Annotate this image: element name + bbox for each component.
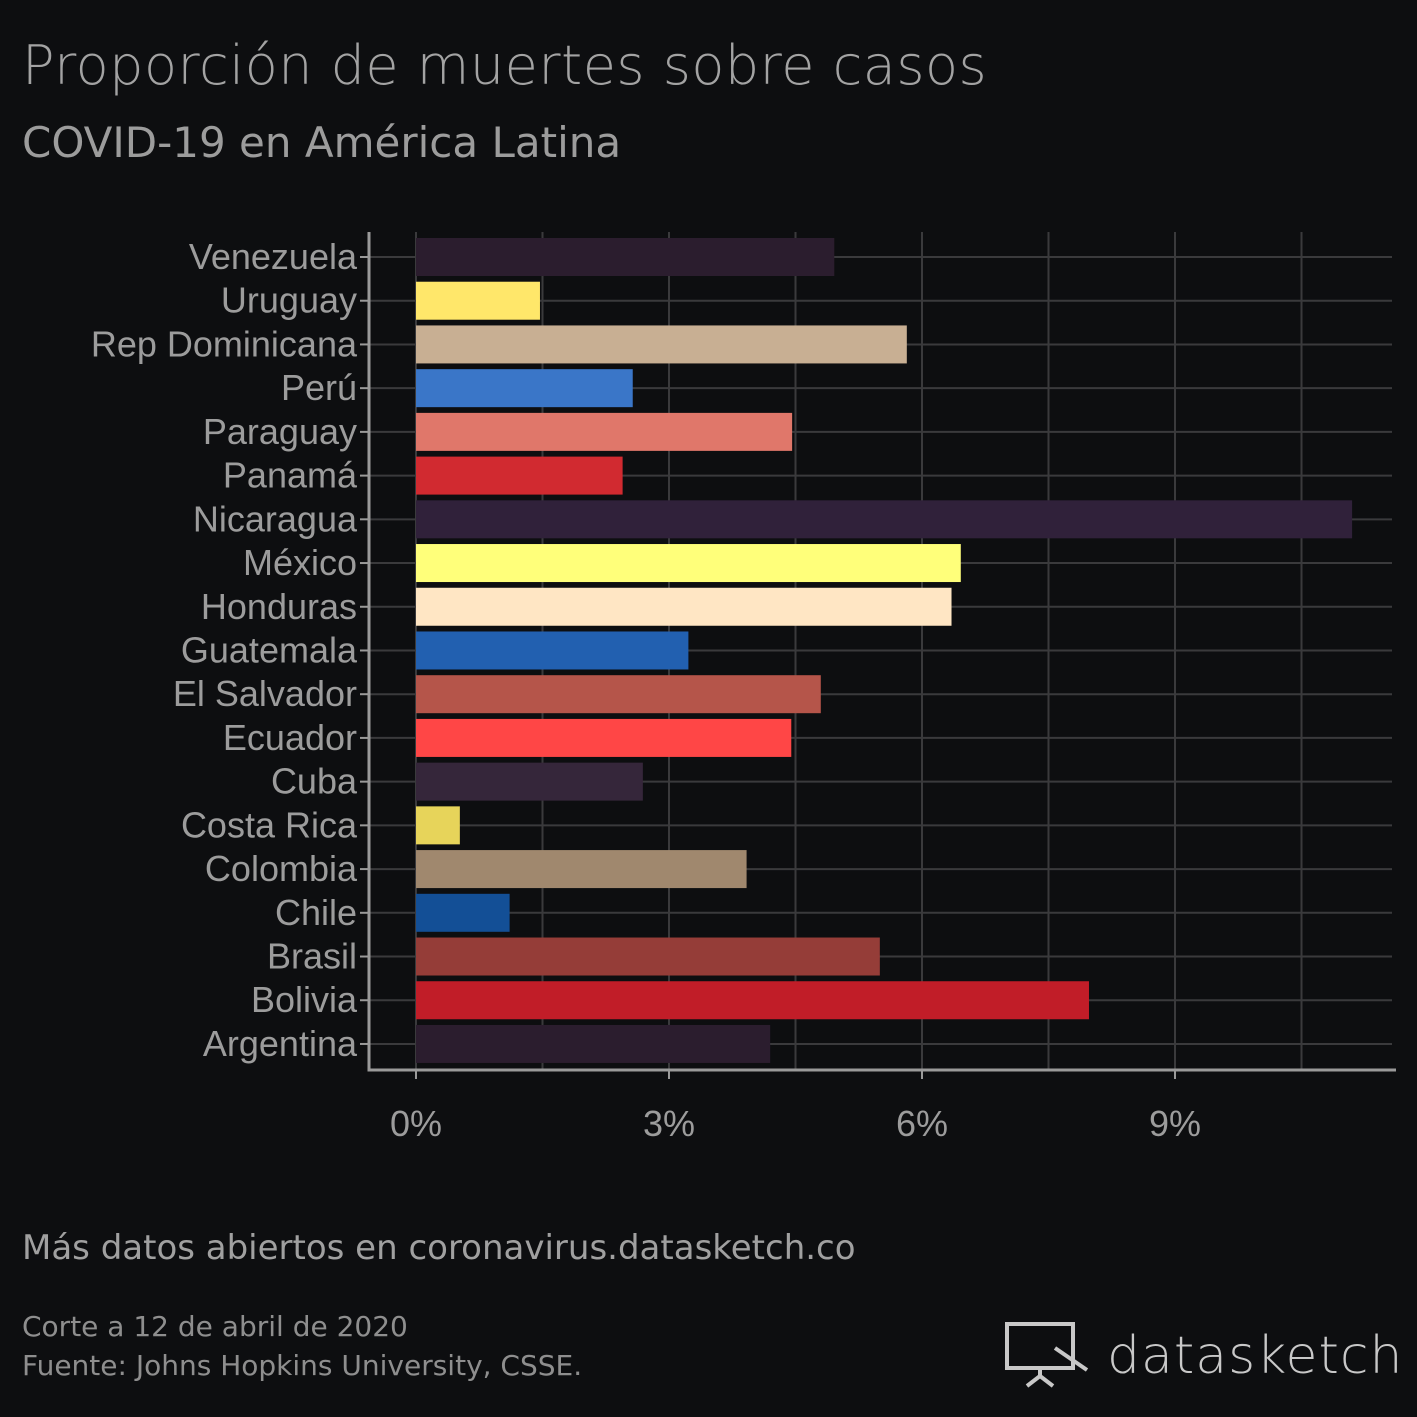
datasketch-logo: datasketch (1003, 1318, 1403, 1394)
y-tick-label: Colombia (205, 848, 358, 889)
bar-méxico (416, 544, 961, 583)
grid-lines (369, 232, 1392, 1070)
y-tick-label: Honduras (201, 586, 357, 627)
chart-title: Proporción de muertes sobre casos (22, 34, 988, 97)
chart-subtitle: COVID-19 en América Latina (22, 118, 622, 167)
x-tick-label: 9% (1149, 1103, 1201, 1144)
bar-bolivia (416, 981, 1089, 1020)
bar-costa-rica (416, 806, 460, 845)
y-tick-label: Uruguay (221, 280, 357, 321)
y-tick-label: Rep Dominicana (91, 323, 358, 364)
bar-nicaragua (416, 500, 1353, 539)
y-tick-label: Guatemala (181, 629, 358, 670)
bar-perú (416, 369, 633, 408)
bar-el-salvador (416, 675, 821, 714)
x-tick-label: 3% (643, 1103, 695, 1144)
bar-argentina (416, 1024, 771, 1063)
bar-uruguay (416, 281, 540, 320)
bar-cuba (416, 762, 643, 801)
y-tick-label: Paraguay (203, 411, 357, 452)
brand-name: datasketch (1107, 1326, 1404, 1386)
axes (360, 232, 1396, 1079)
y-tick-label: Chile (275, 892, 357, 933)
y-tick-label: Perú (281, 367, 357, 408)
source-note: Fuente: Johns Hopkins University, CSSE. (22, 1349, 583, 1382)
y-tick-label: Bolivia (251, 979, 358, 1020)
bar-guatemala (416, 631, 689, 670)
bar-paraguay (416, 412, 793, 451)
bar-panamá (416, 456, 623, 495)
y-tick-label: Cuba (271, 761, 358, 802)
bar-chile (416, 893, 510, 932)
y-tick-label: El Salvador (173, 673, 357, 714)
x-tick-label: 0% (390, 1103, 442, 1144)
y-tick-label: Venezuela (189, 236, 358, 277)
bars (416, 238, 1353, 1063)
bar-ecuador (416, 718, 792, 757)
bar-colombia (416, 850, 747, 889)
bar-brasil (416, 937, 880, 976)
y-tick-label: México (243, 542, 357, 583)
bar-venezuela (416, 238, 835, 276)
y-tick-label: Panamá (223, 455, 358, 496)
monitor-pointer-icon (1005, 1322, 1089, 1388)
y-tick-label: Nicaragua (193, 498, 358, 539)
y-tick-label: Ecuador (223, 717, 357, 758)
bar-honduras (416, 587, 952, 626)
cut-date-note: Corte a 12 de abril de 2020 (22, 1310, 408, 1343)
y-tick-label: Brasil (267, 936, 357, 977)
more-data-link-text: Más datos abiertos en coronavirus.datask… (22, 1228, 856, 1268)
x-tick-label: 6% (896, 1103, 948, 1144)
bar-rep-dominicana (416, 325, 907, 364)
y-tick-label: Costa Rica (181, 804, 358, 845)
y-tick-label: Argentina (203, 1023, 358, 1064)
